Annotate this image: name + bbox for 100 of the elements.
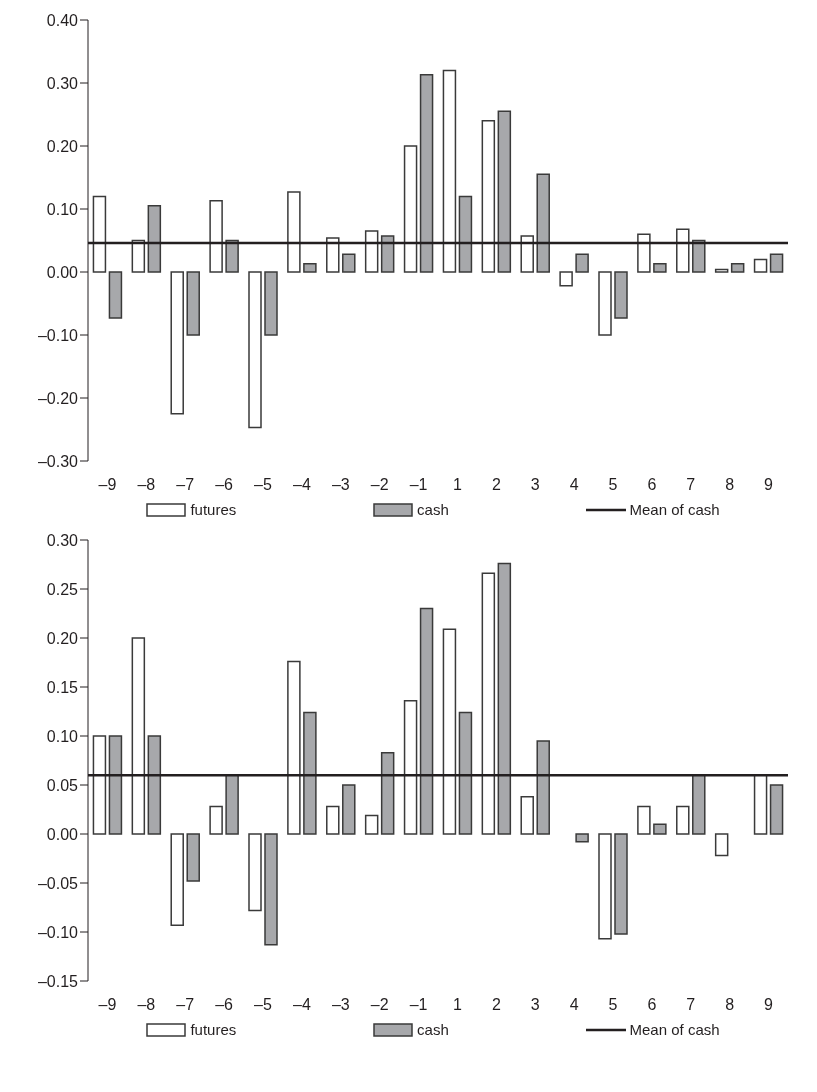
bar [614, 833, 628, 935]
bar [131, 637, 146, 835]
y-tick-label: –0.10 [37, 326, 79, 344]
bar [303, 711, 317, 835]
bar [209, 200, 223, 273]
bar [170, 271, 184, 415]
bar [769, 253, 784, 273]
bar [753, 774, 768, 835]
y-tick-label: –0.15 [37, 972, 79, 990]
legend-label: cash [417, 1021, 449, 1038]
x-tick-label: –8 [137, 996, 156, 1014]
legend-label: Mean of cash [629, 1021, 720, 1038]
x-tick-label: 8 [725, 476, 735, 494]
bar [287, 191, 301, 273]
bar [458, 195, 473, 273]
bar [536, 740, 550, 835]
y-tick-label: 0.30 [46, 74, 79, 92]
bar [637, 233, 651, 273]
bar [186, 833, 200, 882]
x-tick-label: 1 [452, 476, 462, 494]
bar [264, 833, 278, 946]
y-tick-label: 0.30 [46, 531, 79, 549]
x-tick-label: 6 [647, 476, 657, 494]
x-tick-label: –3 [331, 476, 350, 494]
bar [364, 814, 379, 835]
bar [108, 735, 123, 835]
y-tick-label: 0.00 [46, 825, 79, 843]
bar [559, 271, 573, 287]
bar [186, 271, 200, 336]
x-tick-label: –5 [254, 996, 272, 1014]
bar [497, 110, 512, 273]
bar [575, 833, 589, 843]
x-tick-label: –4 [292, 996, 311, 1014]
y-tick-label: –0.10 [37, 923, 79, 941]
bar [225, 239, 239, 273]
x-tick-label: –5 [254, 476, 272, 494]
x-tick-label: 3 [530, 476, 540, 494]
bar [403, 699, 418, 835]
x-tick-label: –3 [331, 996, 350, 1014]
x-tick-label: 2 [491, 476, 501, 494]
bar [419, 607, 434, 835]
bar [753, 258, 768, 273]
bar [264, 271, 278, 336]
y-tick-label: –0.20 [37, 389, 79, 407]
bar [714, 268, 729, 273]
x-tick-label: –8 [137, 476, 156, 494]
x-tick-label: 4 [569, 996, 579, 1014]
bar [714, 833, 729, 857]
x-tick-label: –1 [409, 996, 428, 1014]
x-tick-label: –7 [176, 476, 195, 494]
bar [520, 235, 534, 273]
bar [497, 562, 512, 835]
x-tick-label: 8 [725, 996, 735, 1014]
x-tick-label: 5 [608, 996, 618, 1014]
bar [287, 660, 301, 835]
x-tick-label: 1 [452, 996, 462, 1014]
bar [653, 263, 667, 273]
bar [598, 833, 612, 940]
bar [730, 263, 745, 273]
bar [458, 711, 473, 835]
bar [481, 120, 496, 273]
bar [225, 774, 239, 835]
bar [442, 69, 457, 273]
x-tick-label: –1 [409, 476, 428, 494]
legend-label: Mean of cash [629, 501, 720, 518]
y-tick-label: –0.30 [37, 452, 79, 470]
x-tick-label: 2 [491, 996, 501, 1014]
x-tick-label: 9 [764, 996, 774, 1014]
bar [303, 263, 317, 273]
bar [380, 751, 395, 835]
bar [598, 271, 612, 336]
y-tick-label: 0.15 [46, 678, 79, 696]
legend-label: cash [417, 501, 449, 518]
y-tick-label: –0.05 [37, 874, 79, 892]
legend-label: futures [190, 1021, 237, 1038]
x-tick-label: 4 [569, 476, 579, 494]
bar [326, 237, 340, 273]
x-tick-label: –4 [292, 476, 311, 494]
bar [248, 271, 262, 429]
bar [575, 253, 589, 273]
bar [692, 239, 706, 273]
bar [147, 735, 162, 835]
bar [419, 74, 434, 273]
bar [248, 833, 262, 912]
x-tick-label: –6 [215, 996, 234, 1014]
y-tick-label: 0.20 [46, 137, 79, 155]
y-tick-label: 0.25 [46, 580, 79, 598]
bar [342, 784, 356, 835]
x-tick-label: 7 [686, 476, 696, 494]
bar [380, 235, 395, 273]
x-tick-label: 7 [686, 996, 696, 1014]
y-tick-label: 0.20 [46, 629, 79, 647]
bar [637, 805, 651, 835]
bar [131, 239, 146, 273]
x-tick-label: 9 [764, 476, 774, 494]
legend-label: futures [190, 501, 237, 518]
bar [676, 228, 690, 273]
y-tick-label: 0.10 [46, 727, 79, 745]
x-tick-label: 6 [647, 996, 657, 1014]
bar [653, 823, 667, 835]
